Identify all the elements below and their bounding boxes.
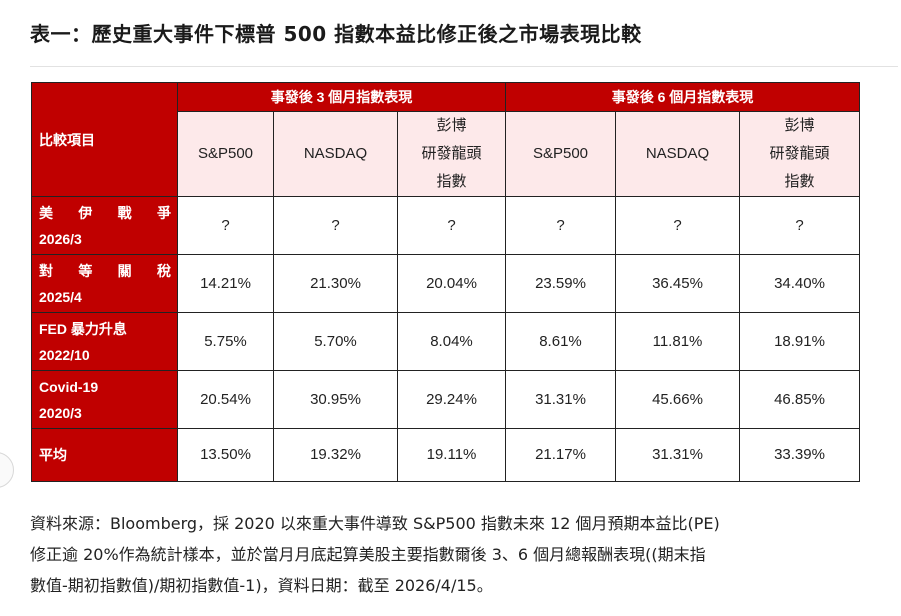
row-label-char: 關 — [117, 262, 132, 279]
sub-header-text: 指數 — [436, 173, 467, 190]
row-label-line1: 平均 — [39, 447, 67, 463]
row-label-char: 爭 — [156, 204, 171, 221]
table-row: 美 伊 戰 爭 2026/3 ? ? ? ? ? ? — [31, 196, 860, 255]
sub-header-text: 指數 — [784, 173, 815, 190]
group-header-row: 比較項目 事發後 3 個月指數表現 事發後 6 個月指數表現 — [31, 82, 860, 197]
sub-header: S&P500 — [177, 111, 274, 197]
row-label-char: 戰 — [117, 204, 132, 221]
table-cell: 18.91% — [739, 312, 860, 371]
row-label-date: 2026/3 — [39, 230, 82, 247]
group-header-3m: 事發後 3 個月指數表現 — [177, 82, 506, 112]
sub-header: 彭博 研發龍頭 指數 — [739, 111, 860, 197]
table-cell: 33.39% — [739, 428, 860, 482]
table-cell: 13.50% — [177, 428, 274, 482]
row-label: FED 暴力升息 2022/10 — [31, 312, 178, 371]
row-label-char: 等 — [78, 262, 93, 279]
table-cell: 20.04% — [397, 254, 506, 313]
row-label: 美 伊 戰 爭 2026/3 — [31, 196, 178, 255]
table-cell: ? — [177, 196, 274, 255]
table-cell: 21.30% — [273, 254, 398, 313]
row-label: Covid-19 2020/3 — [31, 370, 178, 429]
row-label-line1: 對 等 關 稅 — [39, 258, 171, 284]
sub-header-text: 研發龍頭 — [769, 145, 830, 162]
row-label: 平均 — [31, 428, 178, 482]
table-cell: ? — [273, 196, 398, 255]
table-cell: 23.59% — [505, 254, 616, 313]
table-cell: ? — [615, 196, 740, 255]
sub-header-text: NASDAQ — [303, 145, 368, 162]
row-label-line1: FED 暴力升息 — [39, 320, 127, 337]
table-row-average: 平均 13.50% 19.32% 19.11% 21.17% 31.31% 33… — [31, 428, 860, 482]
table-cell: 19.32% — [273, 428, 398, 482]
table-cell: 29.24% — [397, 370, 506, 429]
row-label: 對 等 關 稅 2025/4 — [31, 254, 178, 313]
table-cell: ? — [505, 196, 616, 255]
sub-header-text: S&P500 — [197, 145, 254, 162]
source-note-line: 資料來源：Bloomberg，採 2020 以來重大事件導致 S&P500 指數… — [30, 514, 720, 533]
sub-header: 彭博 研發龍頭 指數 — [397, 111, 506, 197]
side-scroll-button[interactable] — [0, 452, 14, 488]
row-label-char: 伊 — [78, 204, 93, 221]
sub-header-text: 彭博 — [436, 117, 467, 134]
sub-header: S&P500 — [505, 111, 616, 197]
row-label-date: 2025/4 — [39, 288, 82, 305]
page-title: 表一：歷史重大事件下標普 500 指數本益比修正後之市場表現比較 — [30, 22, 642, 46]
title-divider — [30, 66, 898, 67]
table-cell: 11.81% — [615, 312, 740, 371]
group-header-6m: 事發後 6 個月指數表現 — [505, 82, 860, 112]
row-label-char: 美 — [39, 204, 53, 221]
table-cell: 21.17% — [505, 428, 616, 482]
sub-header: NASDAQ — [273, 111, 398, 197]
table-cell: 19.11% — [397, 428, 506, 482]
corner-header: 比較項目 — [31, 82, 178, 197]
source-note-line: 修正逾 20%作為統計樣本，並於當月月底起算美股主要指數爾後 3、6 個月總報酬… — [30, 545, 706, 564]
row-label-date: 2022/10 — [39, 346, 90, 363]
sub-header-text: 研發龍頭 — [421, 145, 482, 162]
table-cell: 31.31% — [505, 370, 616, 429]
table-row: FED 暴力升息 2022/10 5.75% 5.70% 8.04% 8.61%… — [31, 312, 860, 371]
table-cell: 34.40% — [739, 254, 860, 313]
sub-header-text: 彭博 — [784, 117, 815, 134]
row-label-char: 對 — [39, 262, 53, 279]
source-note: 資料來源：Bloomberg，採 2020 以來重大事件導致 S&P500 指數… — [30, 508, 870, 601]
table-cell: 8.61% — [505, 312, 616, 371]
table-cell: 20.54% — [177, 370, 274, 429]
table-row: Covid-19 2020/3 20.54% 30.95% 29.24% 31.… — [31, 370, 860, 429]
table-cell: 30.95% — [273, 370, 398, 429]
source-note-line: 數值-期初指數值)/期初指數值-1)，資料日期：截至 2026/4/15。 — [30, 576, 493, 595]
table-cell: 8.04% — [397, 312, 506, 371]
table-cell: 14.21% — [177, 254, 274, 313]
row-label-line1: Covid-19 — [39, 378, 99, 395]
row-label-line1: 美 伊 戰 爭 — [39, 200, 171, 226]
sub-header-row: S&P500 NASDAQ 彭博 研發龍頭 指數 S&P500 NASDAQ 彭… — [32, 111, 860, 197]
comparison-table: 比較項目 事發後 3 個月指數表現 事發後 6 個月指數表現 S&P500 NA… — [31, 82, 860, 482]
table-cell: 31.31% — [615, 428, 740, 482]
table-cell: ? — [397, 196, 506, 255]
table-row: 對 等 關 稅 2025/4 14.21% 21.30% 20.04% 23.5… — [31, 254, 860, 313]
row-label-date: 2020/3 — [39, 404, 82, 421]
table-cell: 45.66% — [615, 370, 740, 429]
sub-header-text: S&P500 — [532, 145, 589, 162]
table-cell: 36.45% — [615, 254, 740, 313]
sub-header-text: NASDAQ — [645, 145, 710, 162]
table-cell: ? — [739, 196, 860, 255]
sub-header: NASDAQ — [615, 111, 740, 197]
table-cell: 5.75% — [177, 312, 274, 371]
table-cell: 5.70% — [273, 312, 398, 371]
row-label-char: 稅 — [156, 262, 171, 279]
table-cell: 46.85% — [739, 370, 860, 429]
